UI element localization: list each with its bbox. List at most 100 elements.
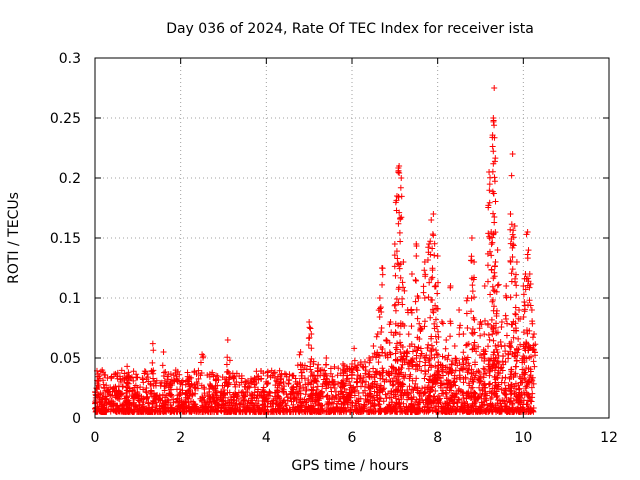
data-point (96, 394, 103, 401)
data-point (108, 374, 115, 381)
data-point (361, 402, 368, 409)
data-point (268, 403, 275, 410)
data-point (509, 351, 516, 358)
data-point (528, 376, 535, 383)
data-point (464, 325, 471, 332)
data-point (241, 393, 248, 400)
data-point (488, 402, 495, 409)
data-point (477, 391, 484, 398)
data-point (175, 402, 182, 409)
data-point (398, 392, 405, 399)
data-point (433, 350, 440, 357)
data-point (201, 390, 208, 397)
data-point (226, 374, 233, 381)
data-point (249, 400, 256, 407)
data-point (480, 374, 487, 381)
data-point (429, 274, 436, 281)
data-point (354, 362, 361, 369)
data-point (431, 354, 438, 361)
data-point (447, 283, 454, 289)
data-point (283, 391, 290, 398)
data-point (492, 342, 499, 349)
data-point (379, 271, 386, 278)
data-point (512, 278, 519, 285)
data-point (502, 374, 509, 381)
data-point (462, 375, 469, 382)
data-point (396, 209, 403, 216)
data-point (409, 348, 416, 355)
data-point (437, 380, 444, 387)
data-point (223, 361, 230, 368)
data-point (323, 385, 330, 392)
data-point (374, 396, 381, 403)
data-point (208, 408, 215, 415)
data-point (211, 403, 218, 410)
data-point (255, 404, 262, 411)
data-point (433, 323, 440, 330)
data-point (524, 229, 531, 235)
data-point (409, 386, 416, 393)
data-point (513, 363, 520, 370)
data-point (371, 374, 378, 381)
data-point (232, 391, 239, 398)
data-point (100, 377, 107, 384)
data-point (351, 363, 358, 370)
data-point (398, 193, 405, 200)
data-point (369, 380, 376, 387)
data-point (107, 392, 114, 399)
data-point (112, 383, 119, 390)
data-point (490, 148, 497, 155)
data-point (255, 376, 262, 383)
data-point (386, 402, 393, 409)
data-point (100, 381, 107, 388)
data-point (494, 375, 501, 382)
data-point (527, 344, 534, 351)
data-point (417, 325, 424, 331)
data-point (382, 391, 389, 398)
data-point (124, 384, 131, 391)
data-point (296, 351, 303, 358)
data-point (323, 372, 330, 379)
data-point (212, 388, 219, 395)
data-point (486, 181, 493, 188)
data-point (489, 283, 496, 290)
data-point (218, 408, 225, 415)
data-point (457, 322, 464, 329)
data-point (447, 408, 454, 415)
data-point (144, 408, 151, 415)
data-point (206, 388, 213, 395)
data-point (421, 259, 428, 265)
data-point (307, 325, 314, 332)
data-point (422, 271, 429, 278)
data-point (433, 339, 440, 346)
data-point (476, 384, 483, 391)
data-point (516, 307, 523, 313)
data-point (465, 360, 472, 367)
data-point (289, 372, 296, 379)
data-point (488, 252, 495, 259)
data-point (430, 232, 437, 239)
data-point (408, 403, 415, 410)
data-point (176, 371, 183, 378)
data-point (303, 399, 310, 406)
data-point (509, 151, 516, 157)
data-point (170, 408, 177, 415)
data-point (378, 324, 385, 331)
data-point (238, 372, 245, 379)
data-point (362, 370, 369, 377)
data-point (334, 372, 341, 379)
data-point (424, 257, 431, 264)
data-point (426, 279, 433, 286)
data-point (128, 406, 135, 413)
data-point (158, 402, 165, 409)
data-point (501, 387, 508, 394)
data-point (435, 351, 442, 358)
data-point (377, 382, 384, 389)
data-point (432, 363, 439, 370)
data-point (313, 408, 320, 415)
data-point (98, 403, 105, 410)
data-point (515, 315, 522, 322)
data-point (132, 402, 139, 409)
data-point (107, 384, 114, 391)
data-point (497, 339, 504, 346)
